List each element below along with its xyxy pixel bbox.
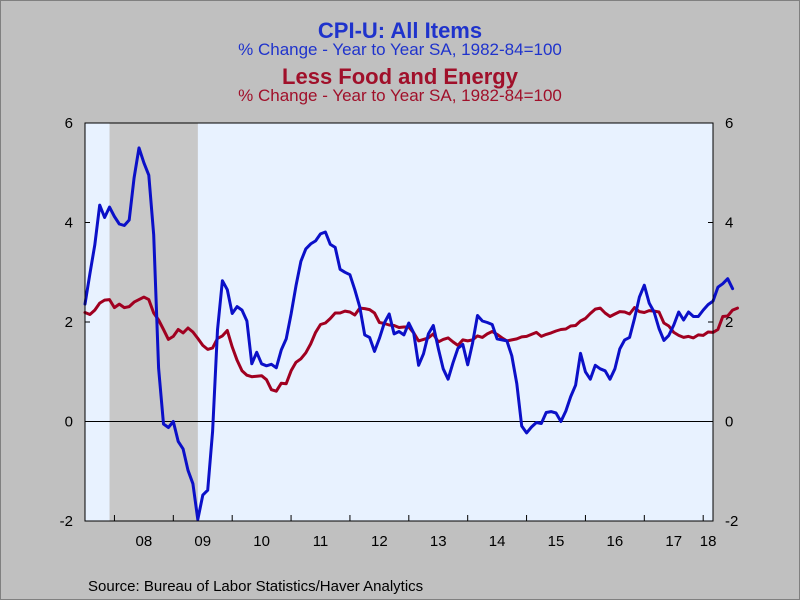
y-tick-label-left: -2 <box>60 513 73 530</box>
y-tick-label-right: 2 <box>725 314 733 331</box>
x-tick-label: 11 <box>313 533 329 550</box>
x-tick-label: 16 <box>607 533 624 550</box>
y-tick-label-right: 6 <box>725 115 733 132</box>
x-tick-label: 17 <box>665 533 682 550</box>
x-tick-label: 12 <box>371 533 388 550</box>
y-tick-label-left: 0 <box>65 414 73 431</box>
y-tick-label-left: 4 <box>65 215 73 232</box>
x-axis-ticks: 08 09 10 11 12 13 14 15 16 17 18 <box>113 515 717 550</box>
y-tick-label-right: -2 <box>725 513 738 530</box>
x-tick-label: 14 <box>489 533 506 550</box>
chart-title: CPI-U: All Items <box>317 18 483 43</box>
x-tick-label: 09 <box>194 533 211 550</box>
chart-subtitle-secondary: % Change - Year to Year SA, 1982-84=100 <box>238 86 562 105</box>
x-tick-label: 10 <box>253 533 270 550</box>
y-tick-label-left: 6 <box>65 115 73 132</box>
y-axis-ticks: -2 -2 0 0 2 2 4 4 6 6 <box>60 115 739 530</box>
y-tick-label-left: 2 <box>65 314 73 331</box>
y-tick-label-right: 0 <box>725 414 733 431</box>
source-note: Source: Bureau of Labor Statistics/Haver… <box>88 578 424 595</box>
series-lines <box>83 146 739 521</box>
y-tick-label-right: 4 <box>725 215 733 232</box>
plot-border <box>84 122 714 522</box>
x-tick-label: 15 <box>548 533 565 550</box>
x-tick-label: 13 <box>430 533 447 550</box>
x-tick-label: 08 <box>136 533 153 550</box>
chart-subtitle: % Change - Year to Year SA, 1982-84=100 <box>238 40 562 59</box>
chart-title-secondary: Less Food and Energy <box>282 64 518 89</box>
x-tick-label: 18 <box>700 533 717 550</box>
series-line <box>83 146 735 521</box>
